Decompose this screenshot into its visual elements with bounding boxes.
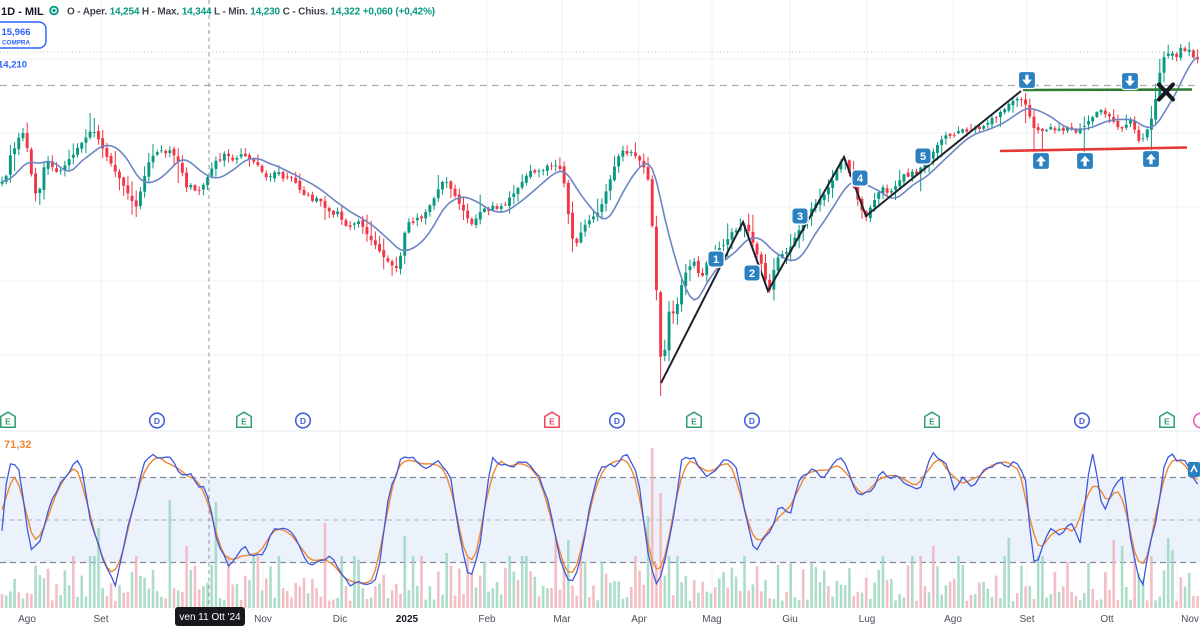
- svg-text:71,32: 71,32: [4, 439, 32, 451]
- svg-text:Giu: Giu: [782, 614, 798, 625]
- svg-text:D: D: [1079, 416, 1085, 426]
- svg-text:E: E: [691, 417, 697, 427]
- svg-text:Set: Set: [1019, 614, 1034, 625]
- svg-text:E: E: [5, 417, 11, 427]
- svg-text:3: 3: [797, 211, 803, 223]
- svg-text:O - Aper. 14,254 H - Max. 14,3: O - Aper. 14,254 H - Max. 14,344 L - Min…: [67, 7, 435, 18]
- svg-text:Dic: Dic: [333, 614, 347, 625]
- svg-text:Ago: Ago: [18, 614, 36, 625]
- svg-text:1D - MIL: 1D - MIL: [1, 6, 44, 18]
- svg-text:Mar: Mar: [553, 614, 571, 625]
- svg-text:COMPRA: COMPRA: [2, 40, 30, 47]
- svg-text:Set: Set: [93, 614, 108, 625]
- svg-text:D: D: [300, 416, 306, 426]
- svg-text:5: 5: [920, 151, 926, 163]
- svg-text:2025: 2025: [396, 614, 419, 625]
- svg-text:Nov: Nov: [1181, 614, 1199, 625]
- svg-text:ven 11 Ott '24: ven 11 Ott '24: [179, 612, 241, 623]
- svg-text:E: E: [549, 417, 555, 427]
- svg-text:4: 4: [857, 173, 864, 185]
- svg-text:1: 1: [713, 254, 719, 266]
- svg-text:D: D: [614, 416, 620, 426]
- svg-text:E: E: [241, 417, 247, 427]
- svg-text:D: D: [154, 416, 160, 426]
- svg-text:Apr: Apr: [631, 614, 647, 625]
- svg-text:Mag: Mag: [702, 614, 721, 625]
- svg-text:E: E: [929, 417, 935, 427]
- svg-text:15,966: 15,966: [1, 27, 30, 38]
- svg-text:D: D: [749, 416, 755, 426]
- svg-text:Ago: Ago: [944, 614, 962, 625]
- svg-text:E: E: [1164, 417, 1170, 427]
- svg-text:Lug: Lug: [859, 614, 876, 625]
- svg-text:Ott: Ott: [1100, 614, 1114, 625]
- svg-text:Feb: Feb: [478, 614, 496, 625]
- svg-text:2: 2: [749, 268, 755, 280]
- svg-text:Nov: Nov: [254, 614, 272, 625]
- svg-text:14,210: 14,210: [0, 60, 27, 71]
